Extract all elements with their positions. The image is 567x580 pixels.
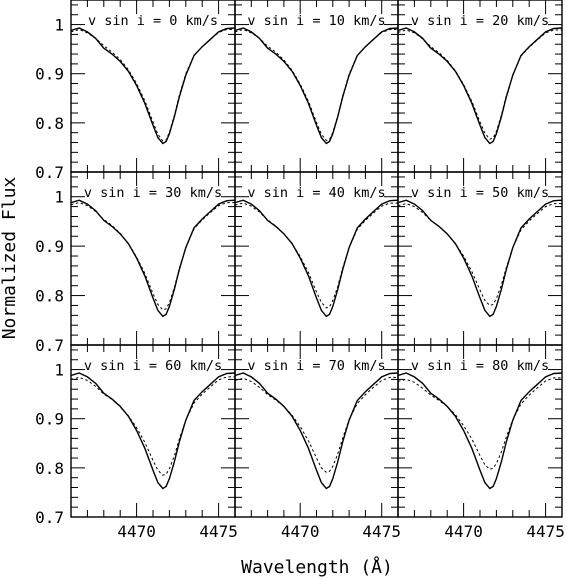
x-tick-label: 4470 <box>444 522 483 541</box>
model-spectrum-line <box>71 376 235 476</box>
panel-4: v sin i = 30 km/s <box>70 171 236 346</box>
panel-label: v sin i = 50 km/s <box>411 185 549 201</box>
y-tick-label: 1 <box>54 188 64 207</box>
y-tick-label: 0.7 <box>35 336 64 355</box>
y-axis-label: Normalized Flux <box>0 177 20 340</box>
panel-7: v sin i = 60 km/s <box>70 344 236 518</box>
panel-5: v sin i = 40 km/s <box>234 171 399 346</box>
model-spectrum-line <box>71 202 235 311</box>
panel-label: v sin i = 0 km/s <box>88 13 218 29</box>
y-tick-label: 0.8 <box>35 287 64 306</box>
model-spectrum-line <box>71 28 235 142</box>
panel-label: v sin i = 30 km/s <box>84 185 222 201</box>
x-tick-label: 4475 <box>362 522 401 541</box>
y-tick-label: 0.8 <box>35 114 64 133</box>
panel-label: v sin i = 80 km/s <box>411 358 549 374</box>
panel-label: v sin i = 20 km/s <box>411 13 549 29</box>
observed-spectrum-line <box>398 199 562 318</box>
model-spectrum-line <box>398 29 562 140</box>
observed-spectrum-line <box>235 372 398 490</box>
y-tick-label: 0.9 <box>35 237 64 256</box>
x-tick-label: 4475 <box>526 522 565 541</box>
x-tick-label: 4475 <box>199 522 238 541</box>
panel-1: v sin i = 0 km/s <box>70 0 236 173</box>
panel-grid: v sin i = 0 km/s v sin i = 10 km/s v sin i… <box>70 0 563 518</box>
x-tick-label: 4470 <box>281 522 320 541</box>
y-tick-label: 0.9 <box>35 410 64 429</box>
observed-spectrum-line <box>71 372 235 490</box>
panel-9: v sin i = 80 km/s <box>397 344 563 518</box>
y-tick-label: 0.7 <box>35 163 64 182</box>
observed-spectrum-line <box>235 199 398 318</box>
y-tick-label: 0.8 <box>35 459 64 478</box>
x-axis-label: Wavelength (Å) <box>241 556 393 578</box>
observed-spectrum-line <box>398 27 562 145</box>
y-tick-label: 0.7 <box>35 508 64 527</box>
observed-spectrum-line <box>235 27 398 145</box>
panel-label: v sin i = 70 km/s <box>247 358 385 374</box>
observed-spectrum-line <box>398 372 562 490</box>
panel-6: v sin i = 50 km/s <box>397 171 563 346</box>
axis-tick-labels: 0.7 0.8 0.9 1 0.7 0.8 0.9 1 0.7 0.8 0.9 1 4470 4475 44… <box>35 16 565 541</box>
model-spectrum-line <box>235 202 398 309</box>
panel-label: v sin i = 60 km/s <box>84 358 222 374</box>
model-spectrum-line <box>398 203 562 307</box>
y-tick-label: 1 <box>54 361 64 380</box>
model-spectrum-line <box>235 376 398 473</box>
panel-3: v sin i = 20 km/s <box>397 0 563 173</box>
panel-8: v sin i = 70 km/s <box>234 344 399 518</box>
x-tick-label: 4470 <box>117 522 156 541</box>
model-spectrum-line <box>398 377 562 470</box>
observed-spectrum-line <box>71 27 235 145</box>
panel-2: v sin i = 10 km/s <box>234 0 399 173</box>
panel-label: v sin i = 10 km/s <box>247 13 385 29</box>
y-tick-label: 1 <box>54 16 64 35</box>
panel-label: v sin i = 40 km/s <box>247 185 385 201</box>
y-tick-label: 0.9 <box>35 65 64 84</box>
observed-spectrum-line <box>71 199 235 318</box>
